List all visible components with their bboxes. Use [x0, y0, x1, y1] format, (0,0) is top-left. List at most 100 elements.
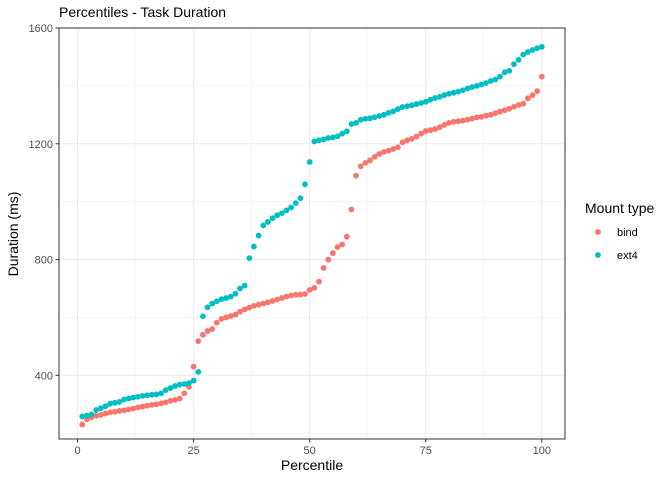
data-point-bind — [227, 313, 234, 319]
data-point-ext4 — [367, 115, 373, 122]
x-tick-label: 0 — [75, 445, 81, 457]
data-point-ext4 — [190, 377, 197, 384]
data-point-ext4 — [93, 407, 100, 413]
data-point-ext4 — [316, 137, 322, 144]
data-point-ext4 — [469, 84, 476, 90]
data-point-ext4 — [83, 412, 90, 419]
data-point-ext4 — [260, 222, 267, 229]
data-point-bind — [534, 88, 541, 94]
data-point-bind — [255, 301, 262, 308]
data-point-bind — [190, 363, 197, 370]
data-point-bind — [264, 299, 271, 306]
data-point-ext4 — [195, 368, 202, 375]
data-point-bind — [107, 409, 113, 416]
data-point-ext4 — [162, 387, 169, 393]
chart-title: Percentiles - Task Duration — [59, 4, 226, 20]
data-point-ext4 — [283, 207, 290, 214]
data-point-ext4 — [186, 380, 192, 387]
data-point-bind — [204, 328, 211, 334]
data-point-bind — [325, 256, 332, 263]
data-point-ext4 — [534, 45, 541, 52]
y-tick-label: 1200 — [29, 139, 53, 151]
data-point-bind — [455, 118, 462, 125]
data-point-bind — [404, 137, 411, 144]
data-point-bind — [339, 241, 346, 248]
data-point-ext4 — [223, 295, 230, 301]
data-point-bind — [511, 103, 517, 110]
data-point-bind — [130, 405, 137, 412]
data-point-ext4 — [459, 87, 466, 94]
data-point-bind — [246, 304, 253, 311]
data-point-ext4 — [102, 403, 109, 410]
data-point-bind — [302, 291, 308, 297]
data-point-bind — [153, 401, 160, 408]
data-point-bind — [116, 408, 123, 414]
data-point-ext4 — [413, 101, 420, 108]
y-tick-label: 1600 — [29, 23, 53, 35]
data-point-ext4 — [176, 381, 183, 388]
data-points — [79, 43, 545, 428]
data-point-ext4 — [511, 61, 517, 68]
data-point-bind — [529, 92, 536, 99]
data-point-bind — [102, 410, 109, 417]
legend-key-bind — [595, 229, 601, 235]
data-point-ext4 — [339, 130, 346, 137]
data-point-ext4 — [227, 293, 234, 300]
data-point-ext4 — [144, 392, 151, 399]
data-point-ext4 — [237, 285, 243, 292]
data-point-ext4 — [334, 133, 341, 140]
data-point-bind — [200, 331, 206, 338]
data-point-ext4 — [158, 390, 165, 397]
data-point-ext4 — [422, 98, 429, 105]
data-point-ext4 — [538, 43, 545, 50]
data-point-bind — [473, 114, 480, 121]
data-point-ext4 — [107, 400, 113, 407]
data-point-bind — [357, 163, 364, 170]
data-point-bind — [158, 400, 165, 407]
data-point-ext4 — [121, 396, 127, 403]
data-point-ext4 — [436, 93, 443, 100]
data-point-bind — [353, 172, 360, 179]
y-axis: 400 800 1200 1600 — [29, 23, 59, 382]
data-point-ext4 — [116, 399, 123, 405]
data-point-bind — [427, 127, 434, 134]
data-point-bind — [218, 315, 225, 322]
data-point-bind — [283, 293, 290, 300]
data-point-ext4 — [320, 136, 327, 143]
data-point-ext4 — [353, 120, 360, 126]
data-point-bind — [538, 73, 545, 80]
data-point-bind — [329, 250, 336, 257]
data-point-bind — [506, 105, 513, 112]
data-point-bind — [292, 291, 299, 298]
grid-minor — [59, 28, 565, 439]
data-point-ext4 — [306, 159, 313, 165]
data-point-bind — [436, 124, 443, 131]
data-point-bind — [469, 115, 476, 122]
data-point-ext4 — [432, 95, 438, 101]
data-point-bind — [93, 412, 100, 419]
data-point-bind — [385, 147, 392, 154]
plot-panel — [59, 28, 565, 439]
data-point-ext4 — [455, 88, 462, 95]
data-point-ext4 — [111, 399, 118, 406]
data-point-ext4 — [404, 103, 411, 110]
data-point-bind — [213, 319, 220, 326]
data-point-bind — [478, 113, 485, 120]
y-tick-label: 400 — [35, 370, 53, 382]
data-point-bind — [446, 120, 452, 126]
data-point-ext4 — [381, 111, 387, 118]
data-point-ext4 — [311, 138, 318, 145]
data-point-bind — [316, 278, 322, 285]
data-point-ext4 — [362, 115, 369, 122]
data-point-ext4 — [204, 304, 211, 311]
data-point-bind — [408, 135, 415, 142]
data-point-bind — [232, 311, 239, 318]
data-point-ext4 — [348, 121, 355, 127]
data-point-ext4 — [329, 134, 336, 141]
data-point-ext4 — [255, 232, 262, 239]
data-point-bind — [413, 133, 420, 140]
series-bind — [79, 73, 545, 428]
data-point-bind — [520, 100, 527, 107]
data-point-bind — [195, 338, 202, 345]
